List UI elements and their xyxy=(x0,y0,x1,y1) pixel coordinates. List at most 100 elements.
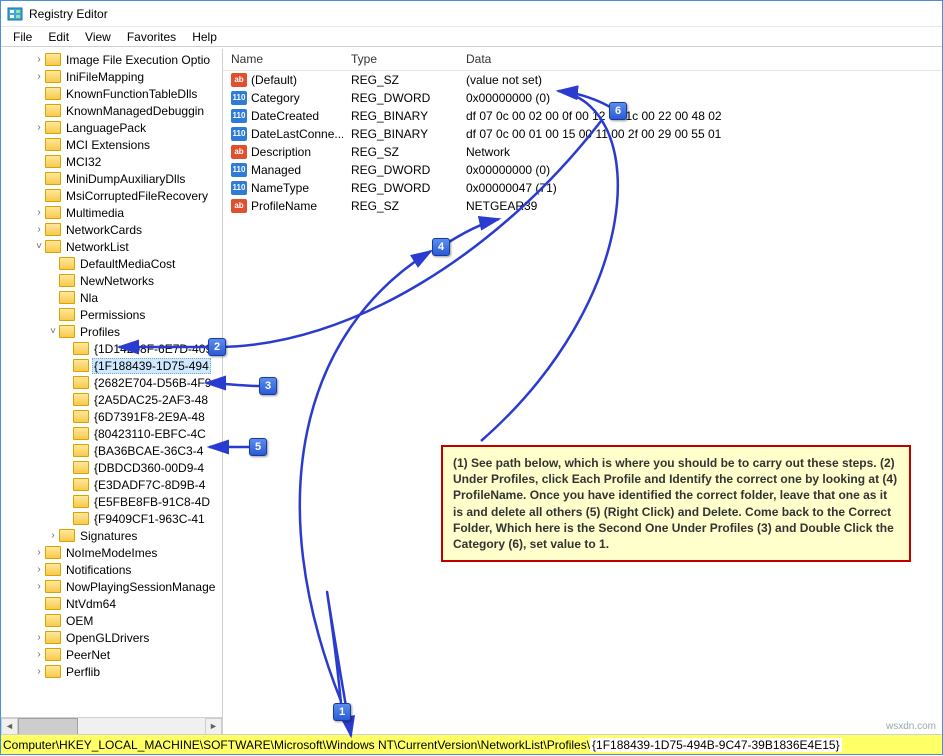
value-row[interactable]: abDescriptionREG_SZNetwork xyxy=(223,143,942,161)
tree-item[interactable]: KnownFunctionTableDlls xyxy=(1,85,222,102)
tree-item[interactable]: ›Image File Execution Optio xyxy=(1,51,222,68)
folder-icon xyxy=(45,155,61,168)
tree-item[interactable]: {1D14208F-6E7D-409 xyxy=(1,340,222,357)
tree-item[interactable]: NtVdm64 xyxy=(1,595,222,612)
value-type: REG_DWORD xyxy=(343,181,458,195)
tree-item-label: OpenGLDrivers xyxy=(64,631,151,645)
menu-file[interactable]: File xyxy=(5,28,40,46)
tree-item[interactable]: ›Multimedia xyxy=(1,204,222,221)
collapse-icon[interactable]: ˅ xyxy=(47,326,59,337)
tree-item[interactable]: ›Notifications xyxy=(1,561,222,578)
tree-item[interactable]: {BA36BCAE-36C3-4 xyxy=(1,442,222,459)
value-row[interactable]: 110DateCreatedREG_BINARYdf 07 0c 00 02 0… xyxy=(223,107,942,125)
tree-item[interactable]: {E3DADF7C-8D9B-4 xyxy=(1,476,222,493)
tree-item-label: OEM xyxy=(64,614,95,628)
tree-item[interactable]: ›LanguagePack xyxy=(1,119,222,136)
tree-item[interactable]: Permissions xyxy=(1,306,222,323)
expand-icon[interactable]: › xyxy=(33,122,45,133)
registry-tree[interactable]: ›Image File Execution Optio›IniFileMappi… xyxy=(1,49,223,734)
column-type[interactable]: Type xyxy=(343,49,458,70)
tree-item[interactable]: NewNetworks xyxy=(1,272,222,289)
tree-item[interactable]: › OpenGLDrivers xyxy=(1,629,222,646)
tree-item[interactable]: {80423110-EBFC-4C xyxy=(1,425,222,442)
collapse-icon[interactable]: ˅ xyxy=(33,241,45,252)
expand-icon[interactable]: › xyxy=(33,632,45,643)
expand-icon[interactable]: › xyxy=(33,581,45,592)
expand-icon[interactable]: › xyxy=(33,71,45,82)
expand-icon[interactable]: › xyxy=(33,666,45,677)
folder-icon xyxy=(73,410,89,423)
expand-icon[interactable]: › xyxy=(47,530,59,541)
tree-item[interactable]: {E5FBE8FB-91C8-4D xyxy=(1,493,222,510)
annotation-callout-1: 1 xyxy=(333,703,351,721)
tree-item[interactable]: MsiCorruptedFileRecovery xyxy=(1,187,222,204)
expand-icon[interactable]: › xyxy=(33,207,45,218)
column-name[interactable]: Name xyxy=(223,49,343,70)
tree-item[interactable]: ›NetworkCards xyxy=(1,221,222,238)
value-name: Managed xyxy=(251,163,301,177)
folder-icon xyxy=(45,223,61,236)
scroll-right-arrow[interactable]: ► xyxy=(205,718,222,735)
string-value-icon: ab xyxy=(231,199,247,213)
tree-item[interactable]: {2A5DAC25-2AF3-48 xyxy=(1,391,222,408)
value-row[interactable]: 110DateLastConne...REG_BINARYdf 07 0c 00… xyxy=(223,125,942,143)
folder-icon xyxy=(45,138,61,151)
tree-item[interactable]: ›NowPlayingSessionManage xyxy=(1,578,222,595)
tree-item-label: MCI Extensions xyxy=(64,138,152,152)
menu-help[interactable]: Help xyxy=(184,28,225,46)
menu-edit[interactable]: Edit xyxy=(40,28,77,46)
value-row[interactable]: ab(Default)REG_SZ(value not set) xyxy=(223,71,942,89)
tree-item[interactable]: MCI Extensions xyxy=(1,136,222,153)
annotation-callout-3: 3 xyxy=(259,377,277,395)
folder-icon xyxy=(73,444,89,457)
scroll-thumb[interactable] xyxy=(18,718,78,735)
tree-item[interactable]: KnownManagedDebuggin xyxy=(1,102,222,119)
expand-icon[interactable]: › xyxy=(33,649,45,660)
tree-horizontal-scrollbar[interactable]: ◄ ► xyxy=(1,717,222,734)
expand-icon[interactable]: › xyxy=(33,564,45,575)
tree-item[interactable]: Nla xyxy=(1,289,222,306)
list-header: Name Type Data xyxy=(223,49,942,71)
menu-view[interactable]: View xyxy=(77,28,119,46)
tree-item[interactable]: OEM xyxy=(1,612,222,629)
tree-item[interactable]: MCI32 xyxy=(1,153,222,170)
value-data: NETGEAR39 xyxy=(458,199,878,213)
folder-icon xyxy=(45,563,61,576)
value-row[interactable]: 110ManagedREG_DWORD0x00000000 (0) xyxy=(223,161,942,179)
status-path-guid: {1F188439-1D75-494B-9C47-39B1836E4E15} xyxy=(590,738,842,752)
tree-item[interactable]: DefaultMediaCost xyxy=(1,255,222,272)
registry-values-list[interactable]: Name Type Data ab(Default)REG_SZ(value n… xyxy=(223,49,942,734)
tree-item[interactable]: ›IniFileMapping xyxy=(1,68,222,85)
menu-favorites[interactable]: Favorites xyxy=(119,28,184,46)
tree-item[interactable]: {6D7391F8-2E9A-48 xyxy=(1,408,222,425)
tree-item[interactable]: ›PeerNet xyxy=(1,646,222,663)
tree-item[interactable]: ›NoImeModeImes xyxy=(1,544,222,561)
tree-item[interactable]: {1F188439-1D75-494 xyxy=(1,357,222,374)
column-data[interactable]: Data xyxy=(458,49,878,70)
value-data: 0x00000000 (0) xyxy=(458,91,878,105)
tree-item-label: {1F188439-1D75-494 xyxy=(92,358,211,374)
value-row[interactable]: 110CategoryREG_DWORD0x00000000 (0) xyxy=(223,89,942,107)
value-row[interactable]: abProfileNameREG_SZNETGEAR39 xyxy=(223,197,942,215)
folder-icon xyxy=(45,597,61,610)
scroll-left-arrow[interactable]: ◄ xyxy=(1,718,18,735)
tree-item[interactable]: ˅Profiles xyxy=(1,323,222,340)
tree-item[interactable]: › Signatures xyxy=(1,527,222,544)
tree-item[interactable]: {DBDCD360-00D9-4 xyxy=(1,459,222,476)
value-data: Network xyxy=(458,145,878,159)
tree-item-label: Signatures xyxy=(78,529,139,543)
tree-item-label: MCI32 xyxy=(64,155,103,169)
folder-icon xyxy=(59,308,75,321)
tree-item[interactable]: {F9409CF1-963C-41 xyxy=(1,510,222,527)
expand-icon[interactable]: › xyxy=(33,224,45,235)
tree-item[interactable]: ›Perflib xyxy=(1,663,222,680)
tree-item[interactable]: MiniDumpAuxiliaryDlls xyxy=(1,170,222,187)
tree-item[interactable]: {2682E704-D56B-4F9 xyxy=(1,374,222,391)
value-type: REG_BINARY xyxy=(343,109,458,123)
expand-icon[interactable]: › xyxy=(33,54,45,65)
binary-value-icon: 110 xyxy=(231,163,247,177)
tree-item[interactable]: ˅NetworkList xyxy=(1,238,222,255)
expand-icon[interactable]: › xyxy=(33,547,45,558)
value-row[interactable]: 110NameTypeREG_DWORD0x00000047 (71) xyxy=(223,179,942,197)
folder-icon xyxy=(59,291,75,304)
